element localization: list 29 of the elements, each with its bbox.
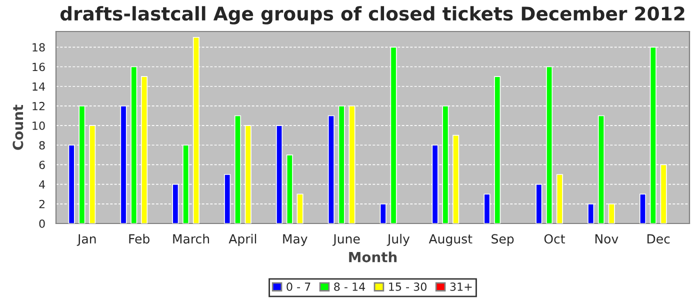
legend-label: 15 - 30 — [389, 282, 426, 291]
x-tick-label: Nov — [595, 234, 618, 244]
x-tick-label: April — [228, 234, 256, 246]
y-tick-label: 8 — [39, 141, 45, 150]
y-tick-label: 10 — [32, 122, 45, 130]
y-tick-label: 4 — [39, 180, 45, 189]
x-tick-label: Feb — [129, 234, 150, 244]
legend-label: 8 - 14 — [334, 282, 366, 291]
legend-label: 31+ — [450, 282, 472, 291]
x-tick-label: June — [332, 234, 360, 246]
x-tick-label: Dec — [647, 234, 670, 244]
chart-title: drafts-lastcall Age groups of closed tickets December 2012 — [60, 6, 684, 24]
y-tick-label: 2 — [39, 200, 44, 208]
x-tick-label: August — [428, 234, 472, 246]
x-axis-title: Month — [349, 252, 397, 262]
y-tick-label: 16 — [32, 62, 45, 72]
y-tick-label: 6 — [39, 160, 45, 170]
x-tick-label: March — [173, 234, 209, 244]
x-tick-label: Oct — [544, 234, 565, 244]
y-tick-label: 0 — [39, 219, 45, 228]
y-tick-label: 14 — [32, 82, 45, 91]
legend-label: 0 - 7 — [286, 282, 310, 291]
y-axis-title: Count — [12, 104, 24, 150]
x-tick-label: May — [283, 234, 308, 246]
y-tick-label: 12 — [32, 102, 44, 110]
x-tick-label: Jan — [76, 234, 96, 246]
y-tick-label: 18 — [32, 43, 45, 52]
x-tick-label: Sep — [492, 234, 514, 246]
x-tick-label: July — [386, 234, 410, 246]
